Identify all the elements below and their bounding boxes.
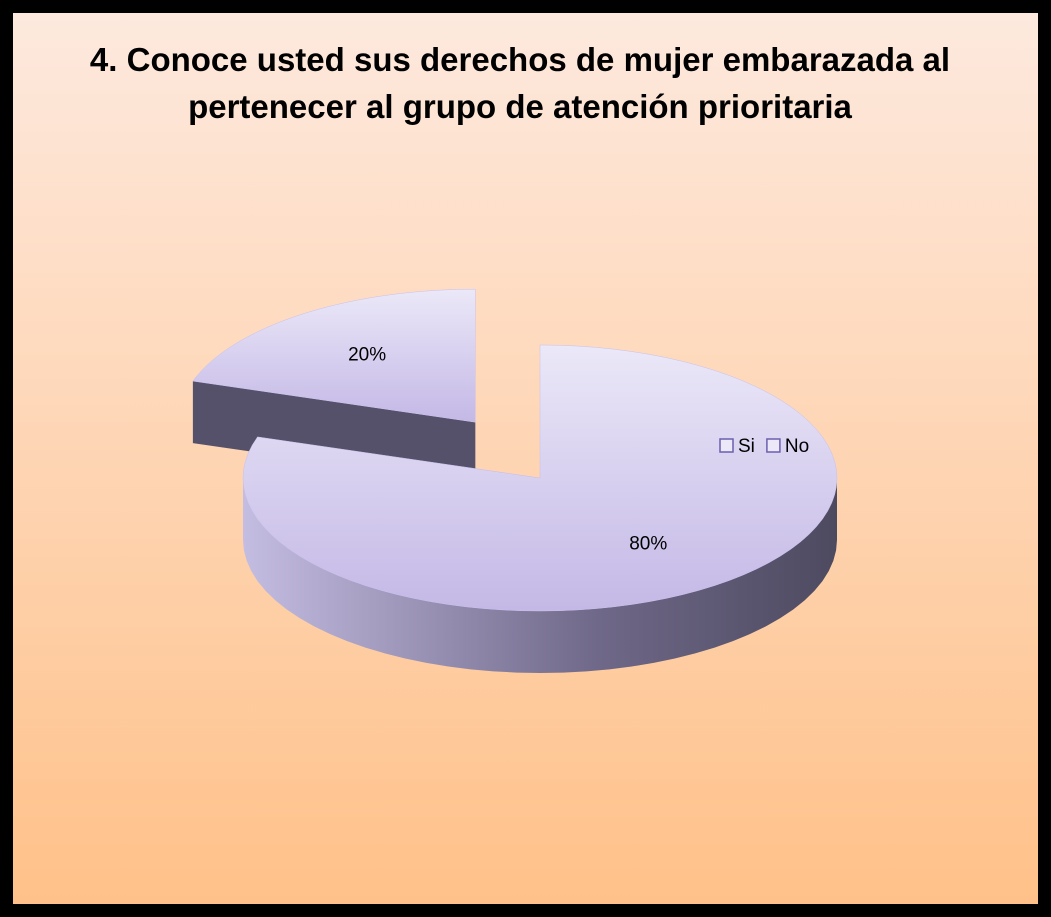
slice [242, 344, 838, 612]
legend-swatch [766, 438, 781, 453]
chart-title: 4. Conoce usted sus derechos de mujer em… [89, 41, 951, 125]
legend-label: No [785, 436, 809, 457]
data-label: 20% [348, 345, 386, 366]
data-label: 80% [629, 534, 667, 555]
slice-side [243, 478, 837, 673]
legend-label: Si [738, 436, 755, 457]
legend-swatch [719, 438, 734, 453]
slice [192, 288, 476, 423]
